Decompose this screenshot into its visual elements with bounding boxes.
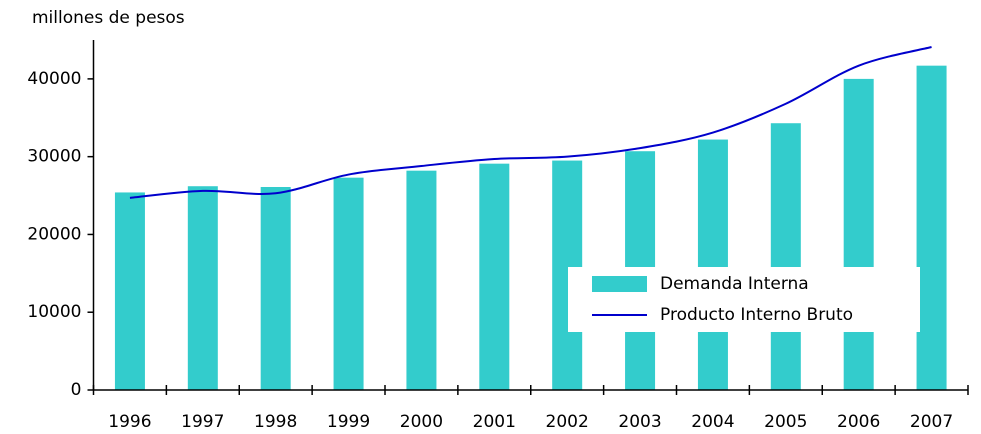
x-tick-label: 2004 [691, 412, 734, 432]
x-tick-label: 2003 [618, 412, 661, 432]
y-tick-label: 20000 [27, 224, 81, 244]
y-tick-label: 0 [71, 380, 82, 400]
x-tick-label: 1997 [181, 412, 224, 432]
x-tick-label: 2000 [400, 412, 443, 432]
legend-label: Producto Interno Bruto [660, 305, 853, 325]
bar [260, 187, 291, 390]
x-tick-label: 1999 [327, 412, 370, 432]
bar [114, 192, 145, 390]
x-tick-label: 2005 [764, 412, 807, 432]
bar [770, 123, 801, 390]
legend-label: Demanda Interna [660, 274, 809, 294]
line [129, 46, 932, 199]
x-tick-label: 2001 [473, 412, 516, 432]
legend: Demanda Interna Producto Interno Bruto [568, 267, 920, 332]
bar [843, 78, 874, 390]
x-tick-label: 2007 [910, 412, 953, 432]
y-axis-label: millones de pesos [32, 8, 185, 28]
x-tick-label: 2002 [546, 412, 589, 432]
bar [479, 163, 510, 390]
bar [697, 139, 728, 390]
bar [333, 177, 364, 390]
y-tick-label: 10000 [27, 302, 81, 322]
x-tick-label: 2006 [837, 412, 880, 432]
bar [187, 186, 218, 390]
legend-swatch [592, 276, 647, 292]
y-tick-label: 40000 [27, 69, 81, 89]
x-tick-label: 1996 [108, 412, 151, 432]
bar [406, 170, 437, 390]
y-tick-label: 30000 [27, 147, 81, 167]
x-tick-label: 1998 [254, 412, 297, 432]
bar [916, 65, 947, 391]
